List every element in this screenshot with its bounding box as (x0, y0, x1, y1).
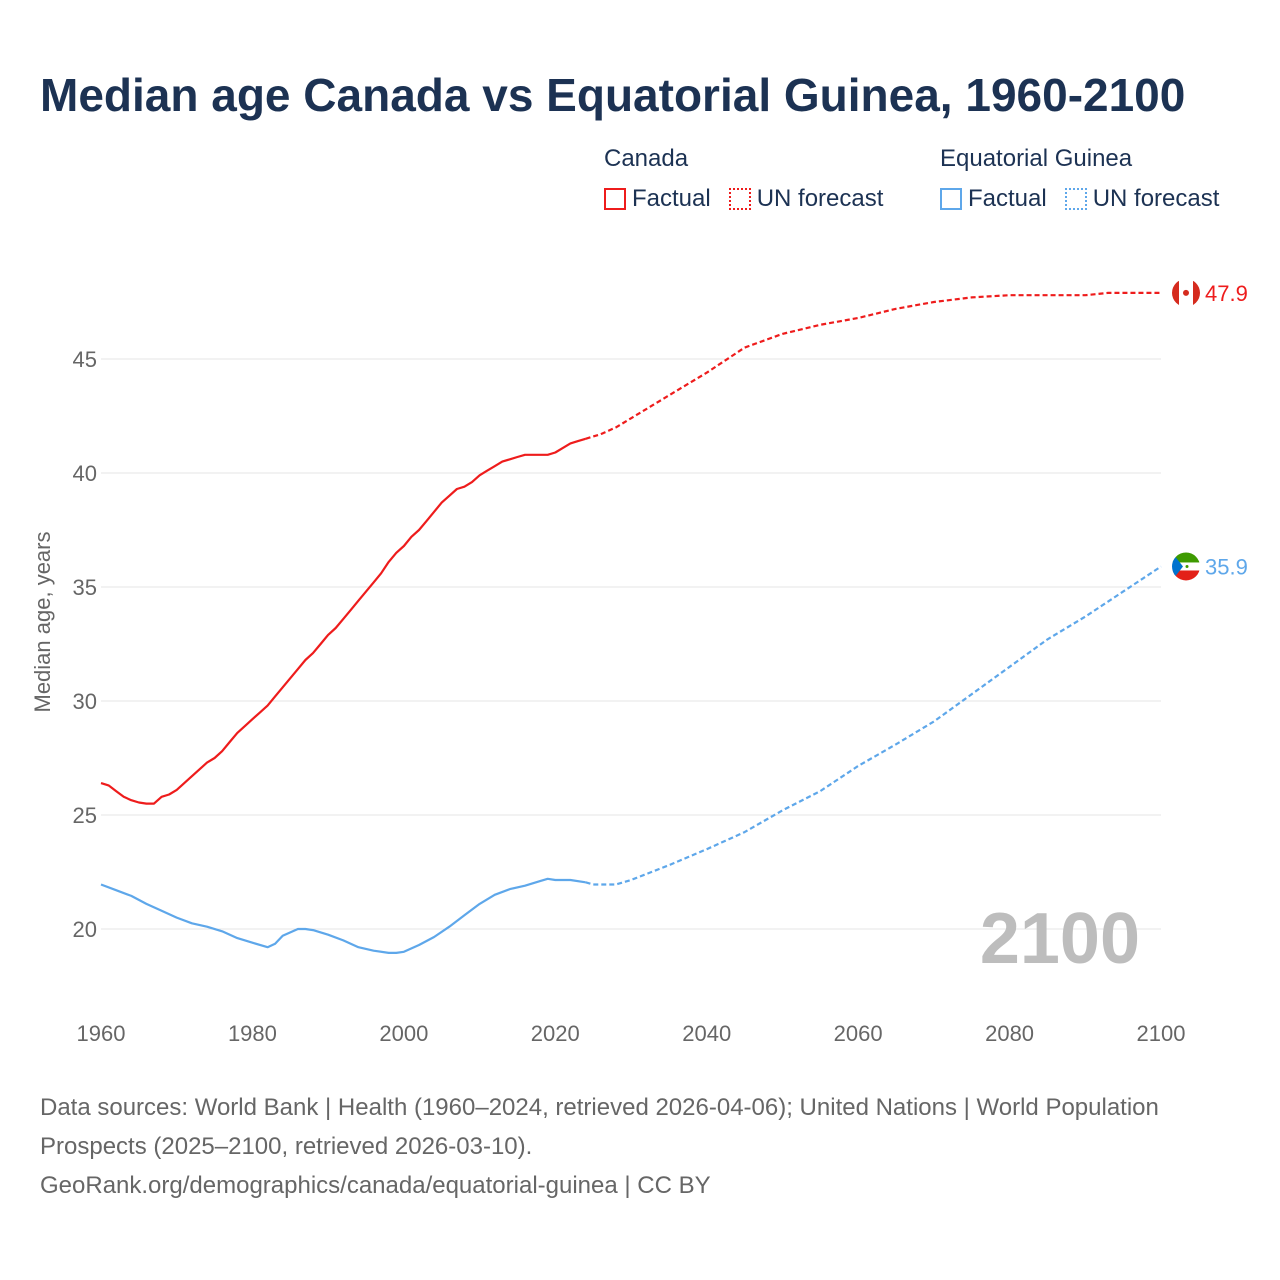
chart-title: Median age Canada vs Equatorial Guinea, … (40, 69, 1186, 121)
year-watermark: 2100 (980, 899, 1140, 979)
x-tick-label: 2000 (379, 1021, 428, 1046)
equatorial-guinea-forecast-line (585, 565, 1162, 886)
canada-factual-line (100, 437, 586, 805)
x-tick-label: 2060 (834, 1021, 883, 1046)
dotted-swatch-icon (1064, 188, 1087, 210)
legend-group-title: Canada (604, 145, 689, 172)
canada-forecast-line (585, 291, 1161, 440)
legend-canada: Canada Factual UN forecast (604, 145, 883, 213)
x-tick-label: 2100 (1137, 1021, 1186, 1046)
x-tick-label: 1960 (77, 1021, 126, 1046)
legend-group-title: Equatorial Guinea (940, 145, 1133, 172)
y-tick-label: 35 (73, 575, 97, 600)
canada-flag-icon (1172, 278, 1200, 307)
y-tick-label: 25 (73, 803, 97, 828)
legend-eqg-forecast[interactable]: UN forecast (1064, 185, 1220, 213)
footer-link[interactable]: GeoRank.org/demographics/canada/equatori… (40, 1172, 711, 1199)
y-tick-label: 30 (73, 689, 97, 714)
legend-label: UN forecast (756, 185, 884, 212)
canada-end-label: 47.9 (1205, 281, 1248, 306)
solid-swatch-icon (940, 188, 962, 210)
legend-label: UN forecast (1092, 185, 1220, 212)
equatorial-guinea-factual-line (100, 877, 586, 954)
y-tick-label: 45 (73, 347, 97, 372)
equatorial-guinea-end-label: 35.9 (1205, 554, 1248, 579)
legend-label: Factual (632, 185, 711, 212)
x-tick-label: 2020 (531, 1021, 580, 1046)
y-axis-label: Median age, years (30, 532, 55, 713)
legend-canada-factual[interactable]: Factual (604, 185, 711, 213)
equatorial-guinea-flag-icon (1172, 552, 1200, 581)
dotted-swatch-icon (728, 188, 751, 210)
x-tick-label: 1980 (228, 1021, 277, 1046)
x-tick-label: 2040 (682, 1021, 731, 1046)
data-sources: Data sources: World Bank | Health (1960–… (40, 1094, 1159, 1160)
solid-swatch-icon (604, 188, 626, 210)
legend-canada-forecast[interactable]: UN forecast (728, 185, 884, 213)
x-tick-label: 2080 (985, 1021, 1034, 1046)
y-tick-label: 20 (73, 917, 97, 942)
y-tick-label: 40 (73, 461, 97, 486)
legend-eqg-factual[interactable]: Factual (940, 185, 1047, 213)
legend-equatorial-guinea: Equatorial Guinea Factual UN forecast (940, 145, 1219, 213)
legend-label: Factual (968, 185, 1047, 212)
footer: Data sources: World Bank | Health (1960–… (40, 1088, 1180, 1205)
